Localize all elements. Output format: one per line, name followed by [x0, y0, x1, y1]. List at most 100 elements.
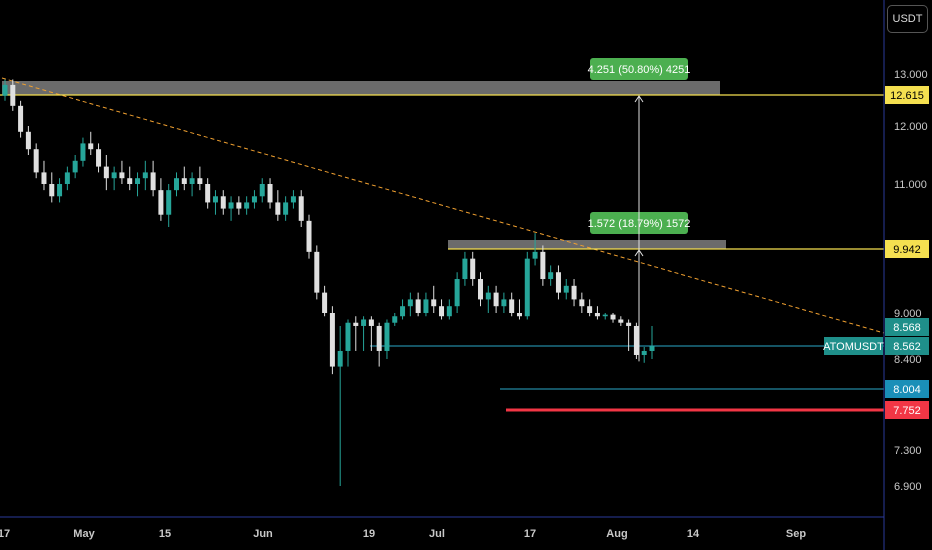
candle-body: [423, 299, 429, 313]
resistance-zone-lower: [448, 240, 726, 249]
y-tick-label: 6.900: [894, 481, 922, 493]
candle-body: [353, 322, 359, 326]
candle-body: [415, 299, 421, 313]
x-tick-label: Sep: [786, 528, 806, 540]
candle-body: [259, 184, 265, 197]
candle-body: [64, 172, 70, 184]
candle-body: [587, 306, 593, 313]
candle-body: [244, 202, 250, 209]
candle-body: [462, 258, 468, 280]
price-tag-bg: [885, 86, 929, 104]
candle-body: [431, 299, 437, 307]
price-tag-label: 9.942: [893, 244, 921, 256]
candle-body: [501, 299, 507, 307]
price-tag-bg: [885, 337, 929, 355]
price-tags: 12.615 9.942 8.568 8.562 8.004 7.752 ATOMUSDT: [823, 86, 929, 419]
candle-body: [96, 149, 102, 167]
x-tick-label: Jun: [253, 528, 273, 540]
candle-body: [228, 202, 234, 209]
x-tick-label: 14: [687, 528, 700, 540]
price-tag-bg: [885, 380, 929, 398]
candle-body: [306, 220, 312, 252]
price-tag-resistance-mid: 9.942: [885, 240, 929, 258]
candle-body: [205, 184, 211, 203]
symbol-tag-label: ATOMUSDT: [823, 341, 884, 353]
candle-body: [407, 299, 413, 307]
candle-body: [41, 172, 47, 184]
price-tag-label: 7.752: [893, 405, 921, 417]
price-tag-bg: [885, 318, 929, 336]
resistance-zone-upper: [2, 81, 720, 95]
x-tick-label: May: [73, 528, 95, 540]
price-tag-upper: 8.568: [885, 318, 929, 336]
candle-body: [57, 184, 63, 197]
candle-body: [220, 196, 226, 209]
candle-body: [361, 319, 367, 326]
price-tag-current: 8.562: [885, 337, 929, 355]
price-tag-bg: [885, 240, 929, 258]
candle-body: [49, 184, 55, 197]
candle-body: [111, 172, 117, 179]
candle-body: [158, 190, 164, 215]
y-tick-label: 7.300: [894, 445, 922, 457]
symbol-tag: ATOMUSDT: [823, 337, 884, 355]
measure-label-bg: [590, 58, 688, 80]
candle-body: [33, 149, 39, 173]
candle-body: [563, 285, 569, 293]
candle-body: [493, 292, 499, 307]
candle-body: [181, 178, 187, 184]
candle-body: [18, 105, 24, 132]
candle-body: [439, 306, 445, 317]
candle-body: [594, 313, 600, 317]
price-tag-label: 8.568: [893, 322, 921, 334]
candle-body: [329, 313, 335, 367]
candle-body: [392, 316, 398, 323]
candle-body: [641, 350, 647, 355]
descending-trendline: [1, 77, 885, 334]
candle-body: [10, 84, 16, 106]
price-tag-label: 8.562: [893, 341, 921, 353]
candle-body: [173, 178, 179, 191]
candle-body: [485, 292, 491, 300]
x-tick-label: Aug: [606, 528, 627, 540]
candle-body: [290, 196, 296, 203]
y-tick-label: 11.000: [894, 179, 927, 191]
candle-body: [524, 258, 530, 317]
candle-body: [298, 196, 304, 221]
candle-body: [540, 251, 546, 280]
candle-body: [532, 251, 538, 259]
candle-body: [212, 196, 218, 203]
candle-body: [142, 172, 148, 179]
x-tick-label: 15: [159, 528, 171, 540]
candle-body: [478, 279, 484, 300]
price-tag-stop: 7.752: [885, 401, 929, 419]
y-tick-label: 13.000: [894, 69, 928, 81]
price-tag-support: 8.004: [885, 380, 929, 398]
x-tick-label: 17: [0, 528, 10, 540]
candle-body: [283, 202, 289, 215]
measure-label: 4.251 (50.80%) 4251: [588, 64, 691, 76]
candle-body: [166, 190, 172, 215]
candle-body: [2, 84, 8, 96]
candle-body: [314, 251, 320, 293]
candle-body: [103, 166, 109, 179]
candle-body: [322, 292, 328, 313]
candle-body: [80, 143, 86, 161]
candle-body: [649, 346, 655, 351]
candle-body: [470, 258, 476, 280]
price-tag-label: 8.004: [893, 384, 921, 396]
candle-body: [446, 306, 452, 317]
candle-body: [88, 143, 94, 150]
candle-body: [189, 178, 195, 184]
currency-button[interactable]: USDT: [887, 5, 928, 33]
candle-body: [236, 202, 242, 209]
candle-body: [127, 178, 133, 184]
candle-body: [345, 322, 351, 351]
candle-body: [509, 299, 515, 313]
candle-body: [150, 172, 156, 191]
symbol-tag-bg: [824, 337, 883, 355]
candle-body: [384, 322, 390, 351]
